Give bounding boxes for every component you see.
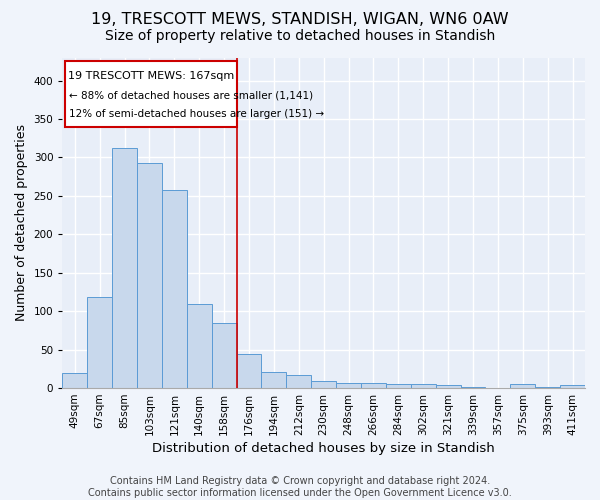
Bar (212, 322, 236, 388)
Bar (286, 375, 311, 388)
Bar (386, 384, 411, 388)
Bar (65, 62, 236, 126)
Bar (187, 304, 212, 388)
Text: Contains HM Land Registry data © Crown copyright and database right 2024.
Contai: Contains HM Land Registry data © Crown c… (88, 476, 512, 498)
Text: Size of property relative to detached houses in Standish: Size of property relative to detached ho… (105, 29, 495, 43)
Bar (511, 384, 535, 388)
Bar (262, 372, 286, 388)
Text: 19 TRESCOTT MEWS: 167sqm: 19 TRESCOTT MEWS: 167sqm (68, 70, 234, 81)
Bar (112, 148, 137, 388)
Bar (411, 384, 436, 388)
Text: 12% of semi-detached houses are larger (151) →: 12% of semi-detached houses are larger (… (68, 108, 323, 118)
Bar (560, 385, 585, 388)
Bar (137, 163, 162, 388)
Y-axis label: Number of detached properties: Number of detached properties (15, 124, 28, 322)
Bar (436, 385, 461, 388)
Text: 19, TRESCOTT MEWS, STANDISH, WIGAN, WN6 0AW: 19, TRESCOTT MEWS, STANDISH, WIGAN, WN6 … (91, 12, 509, 28)
Text: ← 88% of detached houses are smaller (1,141): ← 88% of detached houses are smaller (1,… (68, 90, 313, 101)
Bar (361, 384, 386, 388)
Bar (336, 382, 361, 388)
X-axis label: Distribution of detached houses by size in Standish: Distribution of detached houses by size … (152, 442, 495, 455)
Bar (236, 354, 262, 388)
Bar (162, 190, 187, 388)
Bar (87, 298, 112, 388)
Bar (62, 372, 87, 388)
Bar (461, 386, 485, 388)
Bar (311, 381, 336, 388)
